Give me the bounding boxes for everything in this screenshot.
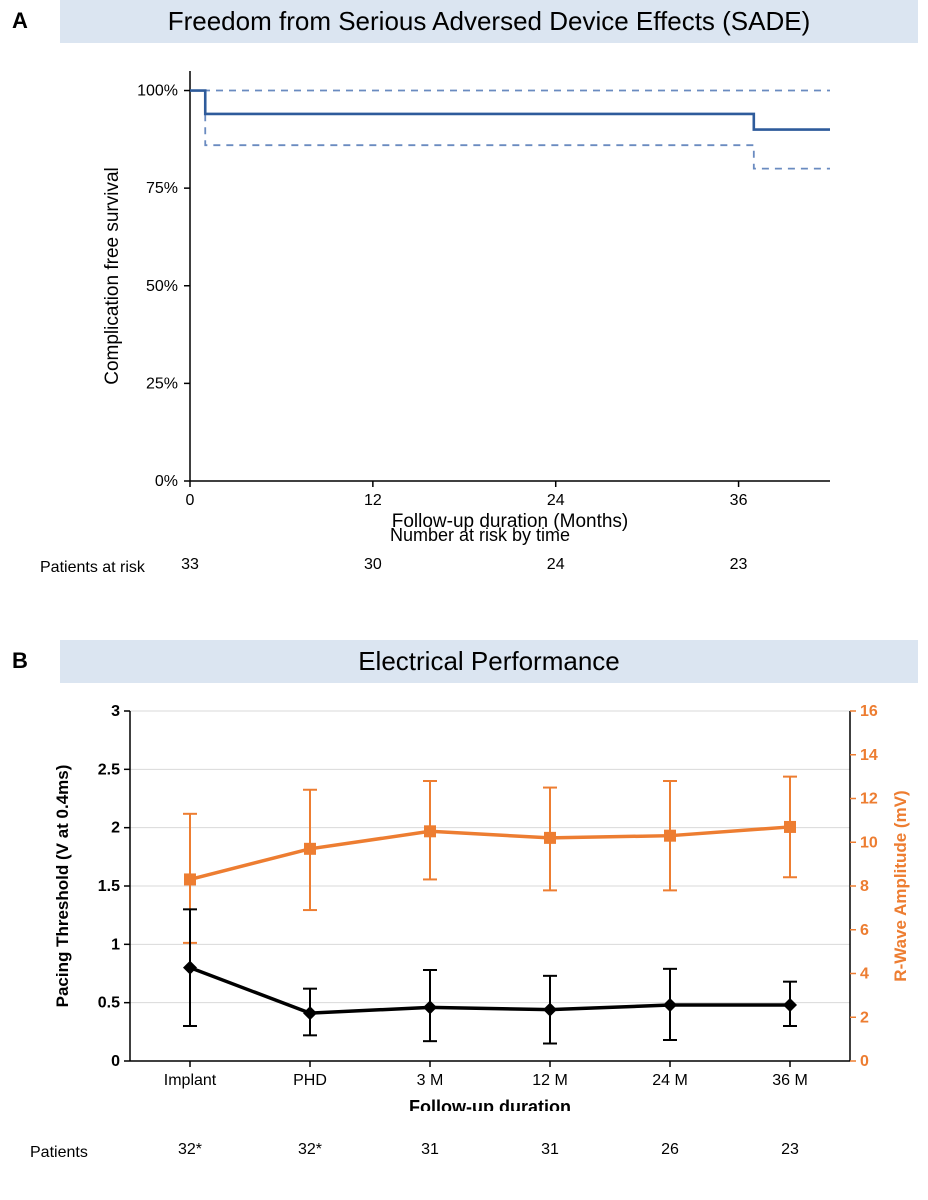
patients-value: 31: [405, 1141, 455, 1159]
svg-text:2: 2: [111, 820, 120, 837]
risk-value: 24: [536, 556, 576, 574]
patients-value: 32*: [285, 1141, 335, 1159]
panel-a-chart: 0% 25% 50% 75% 100% 0 12 24 36 Follow-up duration…: [30, 51, 900, 531]
svg-text:24 M: 24 M: [652, 1072, 688, 1089]
panel-a-risk-values: 33 30 24 23: [40, 556, 910, 580]
panel-b-chart: 0 0.5 1 1.5 2 2.5 3 0 2 4 6 8 10 12 14 16 Implant PHD 3 M 1…: [10, 691, 920, 1111]
risk-value: 33: [170, 556, 210, 574]
svg-text:0: 0: [186, 492, 195, 509]
svg-text:Pacing Threshold (V at 0.4ms): Pacing Threshold (V at 0.4ms): [53, 765, 72, 1008]
panel-b: B Electrical Performance 0 0.5 1 1.5 2 2.5 3 0 2…: [0, 640, 928, 1200]
svg-text:16: 16: [860, 703, 878, 720]
panel-a-risk-row: Patients at risk 33302423: [40, 556, 928, 580]
svg-text:14: 14: [860, 747, 878, 764]
svg-text:1: 1: [111, 936, 120, 953]
svg-text:2: 2: [860, 1009, 869, 1026]
svg-text:R-Wave Amplitude (mV): R-Wave Amplitude (mV): [891, 790, 910, 981]
svg-text:2.5: 2.5: [98, 761, 120, 778]
svg-text:3: 3: [111, 703, 120, 720]
panel-b-title: Electrical Performance: [60, 640, 918, 683]
svg-text:4: 4: [860, 966, 869, 983]
svg-text:0: 0: [860, 1053, 869, 1070]
panel-a-title: Freedom from Serious Adversed Device Eff…: [60, 0, 918, 43]
svg-text:25%: 25%: [146, 375, 178, 392]
patients-value: 26: [645, 1141, 695, 1159]
svg-text:12: 12: [860, 791, 878, 808]
panel-b-svg: 0 0.5 1 1.5 2 2.5 3 0 2 4 6 8 10 12 14 16 Implant PHD 3 M 1…: [10, 691, 920, 1111]
panel-a-svg: 0% 25% 50% 75% 100% 0 12 24 36 Follow-up duration…: [30, 51, 900, 531]
panel-b-label: B: [12, 648, 28, 674]
svg-text:100%: 100%: [137, 83, 178, 100]
patients-value: 23: [765, 1141, 815, 1159]
svg-text:0: 0: [111, 1053, 120, 1070]
svg-text:Implant: Implant: [164, 1072, 217, 1089]
svg-text:Follow-up duration: Follow-up duration: [409, 1097, 571, 1111]
svg-text:36: 36: [730, 492, 748, 509]
svg-text:0.5: 0.5: [98, 995, 120, 1012]
svg-text:8: 8: [860, 878, 869, 895]
svg-text:50%: 50%: [146, 278, 178, 295]
svg-text:Complication free survival: Complication free survival: [102, 167, 123, 385]
panel-a: A Freedom from Serious Adversed Device E…: [0, 0, 928, 640]
panel-b-patients-values: 32* 32* 31 31 26 23: [20, 1141, 928, 1165]
svg-text:Follow-up duration (Months): Follow-up duration (Months): [392, 511, 629, 531]
svg-text:36 M: 36 M: [772, 1072, 808, 1089]
patients-value: 31: [525, 1141, 575, 1159]
risk-value: 23: [719, 556, 759, 574]
svg-text:75%: 75%: [146, 180, 178, 197]
panel-b-patients-row: Patients 32*32*31312623: [20, 1141, 928, 1165]
svg-text:6: 6: [860, 922, 869, 939]
risk-value: 30: [353, 556, 393, 574]
svg-text:1.5: 1.5: [98, 878, 120, 895]
svg-text:12 M: 12 M: [532, 1072, 568, 1089]
svg-text:10: 10: [860, 834, 878, 851]
svg-text:0%: 0%: [155, 473, 178, 490]
svg-text:24: 24: [547, 492, 565, 509]
panel-a-label: A: [12, 8, 28, 34]
svg-text:PHD: PHD: [293, 1072, 327, 1089]
patients-value: 32*: [165, 1141, 215, 1159]
svg-text:3 M: 3 M: [417, 1072, 444, 1089]
svg-text:12: 12: [364, 492, 382, 509]
